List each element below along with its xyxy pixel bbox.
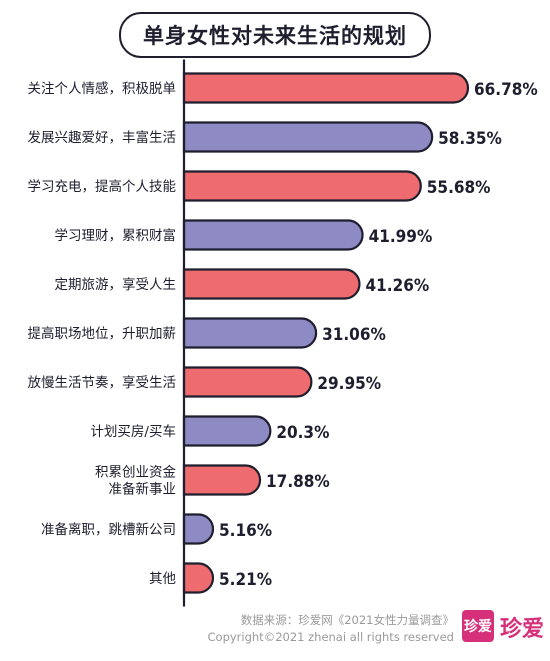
title-wrap: 单身女性对未来生活的规划 <box>0 12 550 58</box>
value-label-4: 41.26% <box>365 276 429 296</box>
chart-title: 单身女性对未来生活的规划 <box>119 12 431 58</box>
value-label-3: 41.99% <box>369 227 433 247</box>
zhenai-logo-text: 珍爱 <box>500 617 545 642</box>
bar-9 <box>182 513 215 545</box>
bar-0 <box>182 72 470 104</box>
category-label-8-line-1: 准备新事业 <box>109 481 177 498</box>
category-label-10: 其他 <box>149 571 176 587</box>
bar-10 <box>182 562 215 594</box>
value-label-9: 5.16% <box>219 521 272 541</box>
value-label-2: 55.68% <box>427 178 491 198</box>
bar-4 <box>182 268 361 300</box>
bar-7 <box>182 415 272 447</box>
value-label-10: 5.21% <box>219 570 272 590</box>
bar-2 <box>182 170 422 202</box>
value-label-1: 58.35% <box>438 129 502 149</box>
category-label-7: 计划买房/买车 <box>90 423 176 440</box>
bar-6 <box>182 366 313 398</box>
value-label-6: 29.95% <box>317 374 381 394</box>
bar-1 <box>182 121 434 153</box>
value-label-5: 31.06% <box>322 325 386 345</box>
category-label-1: 发展兴趣爱好，丰富生活 <box>28 129 177 146</box>
zhenai-logo-badge: 珍爱 <box>462 610 494 642</box>
category-label-4: 定期旅游，享受人生 <box>55 276 177 293</box>
bar-8 <box>182 464 262 496</box>
bar-3 <box>182 219 364 251</box>
category-label-5: 提高职场地位，升职加薪 <box>28 325 177 342</box>
data-source-note: 数据来源：珍爱网《2021女性力量调查》 <box>240 613 454 627</box>
category-label-0: 关注个人情感，积极脱单 <box>28 80 177 97</box>
category-label-2: 学习充电，提高个人技能 <box>28 178 177 195</box>
category-label-3: 学习理财，累积财富 <box>55 227 177 244</box>
value-label-0: 66.78% <box>474 80 538 100</box>
copyright-note: Copyright©2021 zhenai all rights reserve… <box>207 630 455 644</box>
value-label-7: 20.3% <box>276 423 329 443</box>
category-label-9: 准备离职，跳槽新公司 <box>41 521 176 538</box>
bar-5 <box>182 317 318 349</box>
category-label-8-line-0: 积累创业资金 <box>95 465 176 481</box>
value-label-8: 17.88% <box>266 472 330 492</box>
category-label-6: 放慢生活节奏，享受生活 <box>28 374 177 391</box>
